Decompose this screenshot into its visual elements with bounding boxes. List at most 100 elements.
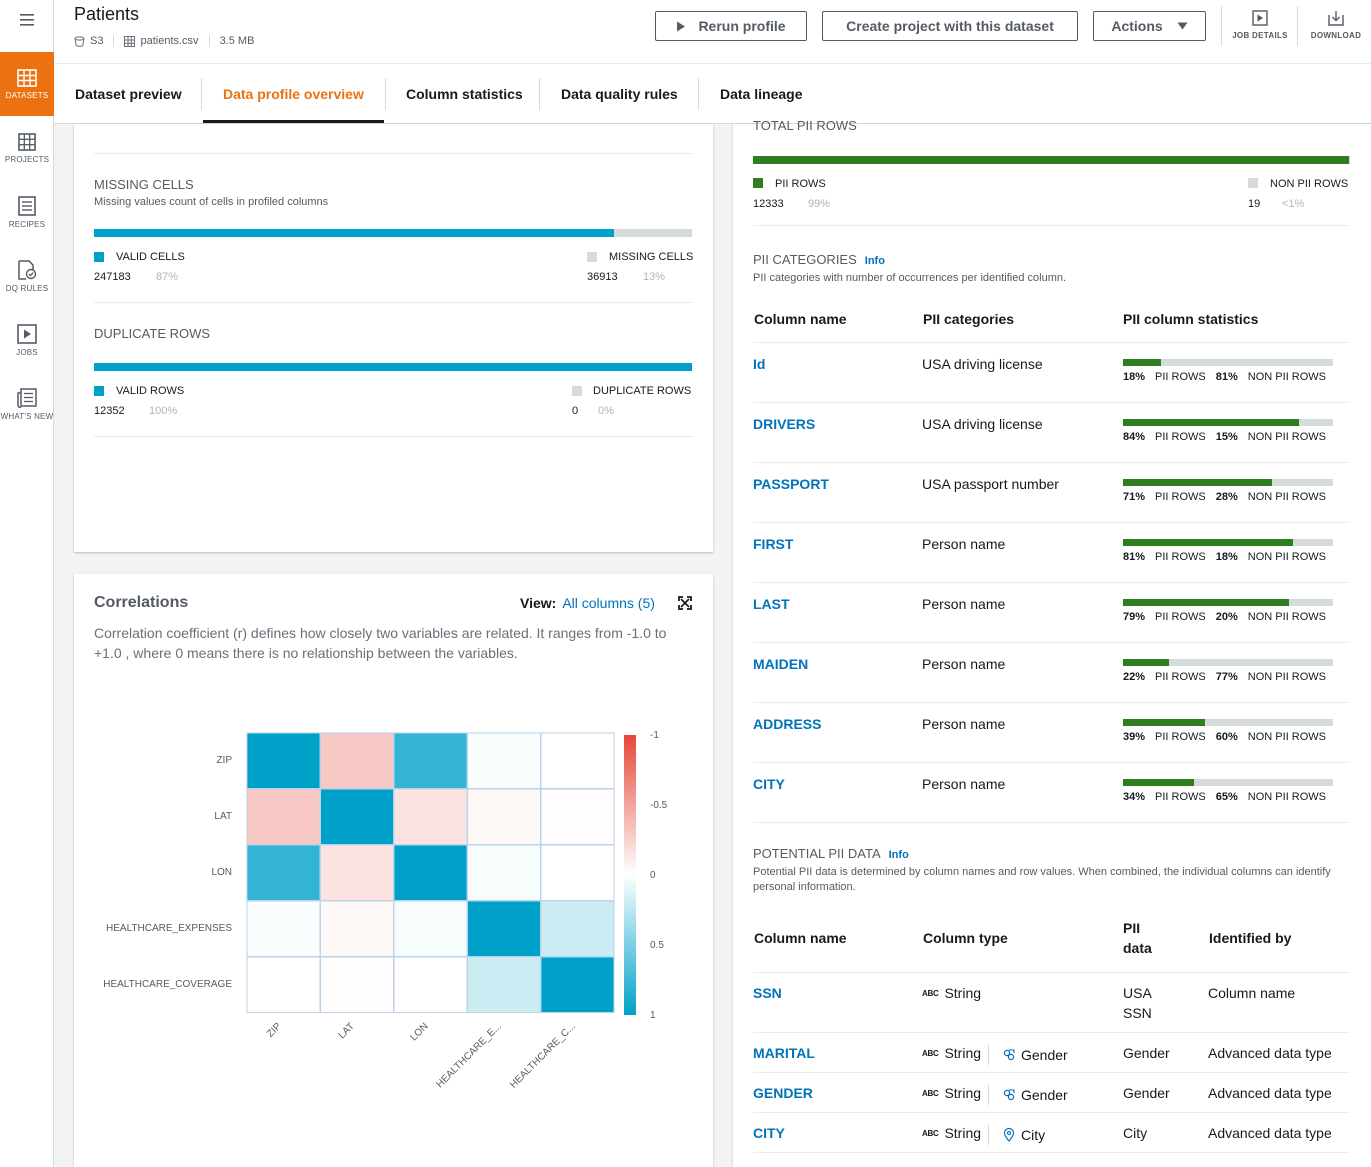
heatmap-cell[interactable] (467, 956, 541, 1013)
potential-pii-column-link[interactable]: GENDER (753, 1085, 813, 1101)
hamburger-menu-icon[interactable] (0, 0, 53, 40)
pii-category: Person name (922, 716, 1006, 732)
rail-label: RECIPES (8, 219, 46, 229)
pii-row-bar (1123, 479, 1333, 486)
heatmap-cell[interactable] (246, 844, 321, 901)
divider (753, 462, 1350, 463)
divider (753, 522, 1350, 523)
heatmap-cell[interactable] (320, 788, 394, 845)
non-pii-pct: 28% (1215, 491, 1238, 503)
gender-icon (1003, 1049, 1021, 1061)
rail-item-projects[interactable]: PROJECTS (0, 116, 54, 180)
pii-column-link[interactable]: DRIVERS (753, 416, 816, 432)
download-button[interactable]: DOWNLOAD (1302, 4, 1370, 46)
heatmap-cell[interactable] (393, 844, 468, 901)
pii-column-link[interactable]: CITY (753, 776, 785, 792)
pii-data: Gender (1123, 1085, 1170, 1101)
heatmap-cell[interactable] (467, 732, 541, 789)
heatmap-cell[interactable] (467, 900, 541, 957)
download-label: DOWNLOAD (1310, 31, 1362, 40)
heatmap-cell[interactable] (320, 844, 394, 901)
duplicate-rows-pct: 0% (598, 405, 614, 417)
rail-item-whats-new[interactable]: WHAT'S NEW (0, 372, 54, 436)
heatmap-cell[interactable] (320, 956, 394, 1013)
col-header-pii-stats: PII column statistics (1123, 311, 1259, 327)
pii-column-link[interactable]: FIRST (753, 536, 794, 552)
col-header-pii-data-line1: PII (1123, 920, 1141, 936)
non-pii-rows-label: NON PII ROWS (1247, 671, 1327, 683)
size-meta: 3.5 MB (208, 35, 265, 47)
view-columns-link[interactable]: All columns (5) (562, 595, 655, 611)
pii-category: Person name (922, 596, 1006, 612)
potential-pii-info-link[interactable]: Info (888, 849, 909, 861)
pii-row-bar-fill (1123, 359, 1161, 366)
rail-item-dq-rules[interactable]: DQ RULES (0, 244, 54, 308)
divider (94, 153, 693, 154)
rail-item-datasets[interactable]: DATASETS (0, 52, 54, 116)
pii-category: Person name (922, 536, 1006, 552)
potential-pii-column-link[interactable]: MARITAL (753, 1045, 815, 1061)
heatmap-cell[interactable] (540, 900, 615, 957)
duplicate-rows-count: 0 (572, 405, 579, 417)
heatmap-cell[interactable] (393, 732, 468, 789)
potential-pii-column-link[interactable]: SSN (753, 985, 782, 1001)
rail-label: DQ RULES (5, 283, 49, 293)
pii-rows-pct: 99% (808, 198, 831, 210)
pii-row-stats: 79% PII ROWS 20% NON PII ROWS (1123, 611, 1326, 623)
rail-item-jobs[interactable]: JOBS (0, 308, 54, 372)
pii-column-link[interactable]: LAST (753, 596, 790, 612)
pii-row-bar (1123, 779, 1333, 786)
pii-column-link[interactable]: PASSPORT (753, 476, 829, 492)
heatmap-cell[interactable] (540, 844, 615, 901)
pii-rows-label: PII ROWS (1155, 671, 1206, 683)
job-details-button[interactable]: JOB DETAILS (1226, 4, 1294, 46)
tab-column-statistics[interactable]: Column statistics (406, 86, 523, 102)
pii-data-line2: SSN (1123, 1005, 1152, 1021)
column-type: ABC String (922, 985, 981, 1001)
heatmap-cell[interactable] (540, 732, 615, 789)
pii-rows-label: PII ROWS (775, 178, 826, 190)
heatmap-cell[interactable] (320, 900, 394, 957)
tab-data-quality-rules[interactable]: Data quality rules (561, 86, 678, 102)
heatmap-cell[interactable] (246, 732, 321, 789)
tab-data-profile-overview[interactable]: Data profile overview (223, 86, 364, 102)
pii-column-link[interactable]: ADDRESS (753, 716, 822, 732)
tab-data-lineage[interactable]: Data lineage (720, 86, 803, 102)
location-pin-icon (1003, 1128, 1021, 1142)
advanced-type: Gender (988, 1085, 1068, 1105)
advanced-type-label: Gender (1021, 1047, 1068, 1063)
actions-dropdown-button[interactable]: Actions (1093, 11, 1206, 41)
heatmap-cell[interactable] (246, 788, 321, 845)
dq-rules-icon (18, 259, 37, 280)
pii-column-link[interactable]: Id (753, 356, 766, 372)
create-project-button[interactable]: Create project with this dataset (822, 11, 1078, 41)
heatmap-cell[interactable] (393, 900, 468, 957)
heatmap-cell[interactable] (246, 956, 321, 1013)
expand-icon[interactable] (678, 596, 692, 610)
rail-item-recipes[interactable]: RECIPES (0, 180, 54, 244)
projects-icon (18, 132, 36, 151)
pii-categories-info-link[interactable]: Info (864, 255, 885, 267)
pii-pct: 34% (1123, 791, 1146, 803)
data-quality-card: MISSING CELLS Missing values count of ce… (74, 124, 713, 552)
correlations-title: Correlations (94, 594, 189, 611)
heatmap-cell[interactable] (467, 788, 541, 845)
total-pii-bar (753, 156, 1350, 164)
rerun-profile-button[interactable]: Rerun profile (655, 11, 807, 41)
heatmap-cell[interactable] (393, 956, 468, 1013)
heatmap-cell[interactable] (246, 900, 321, 957)
pii-pct: 79% (1123, 611, 1146, 623)
tab-dataset-preview[interactable]: Dataset preview (75, 86, 182, 102)
col-header-column-type: Column type (923, 930, 1008, 946)
pii-data: City (1123, 1125, 1148, 1141)
potential-pii-column-link[interactable]: CITY (753, 1125, 785, 1141)
heatmap-cell[interactable] (393, 788, 468, 845)
heatmap-cell[interactable] (320, 732, 394, 789)
valid-cells-count: 247183 (94, 271, 131, 283)
heatmap-cell[interactable] (467, 844, 541, 901)
pii-column-link[interactable]: MAIDEN (753, 656, 809, 672)
page-header: Patients S3 patients.csv 3.5 MB Rerun pr… (54, 0, 1371, 64)
divider (753, 1072, 1350, 1073)
heatmap-cell[interactable] (540, 788, 615, 845)
heatmap-cell[interactable] (540, 956, 615, 1013)
